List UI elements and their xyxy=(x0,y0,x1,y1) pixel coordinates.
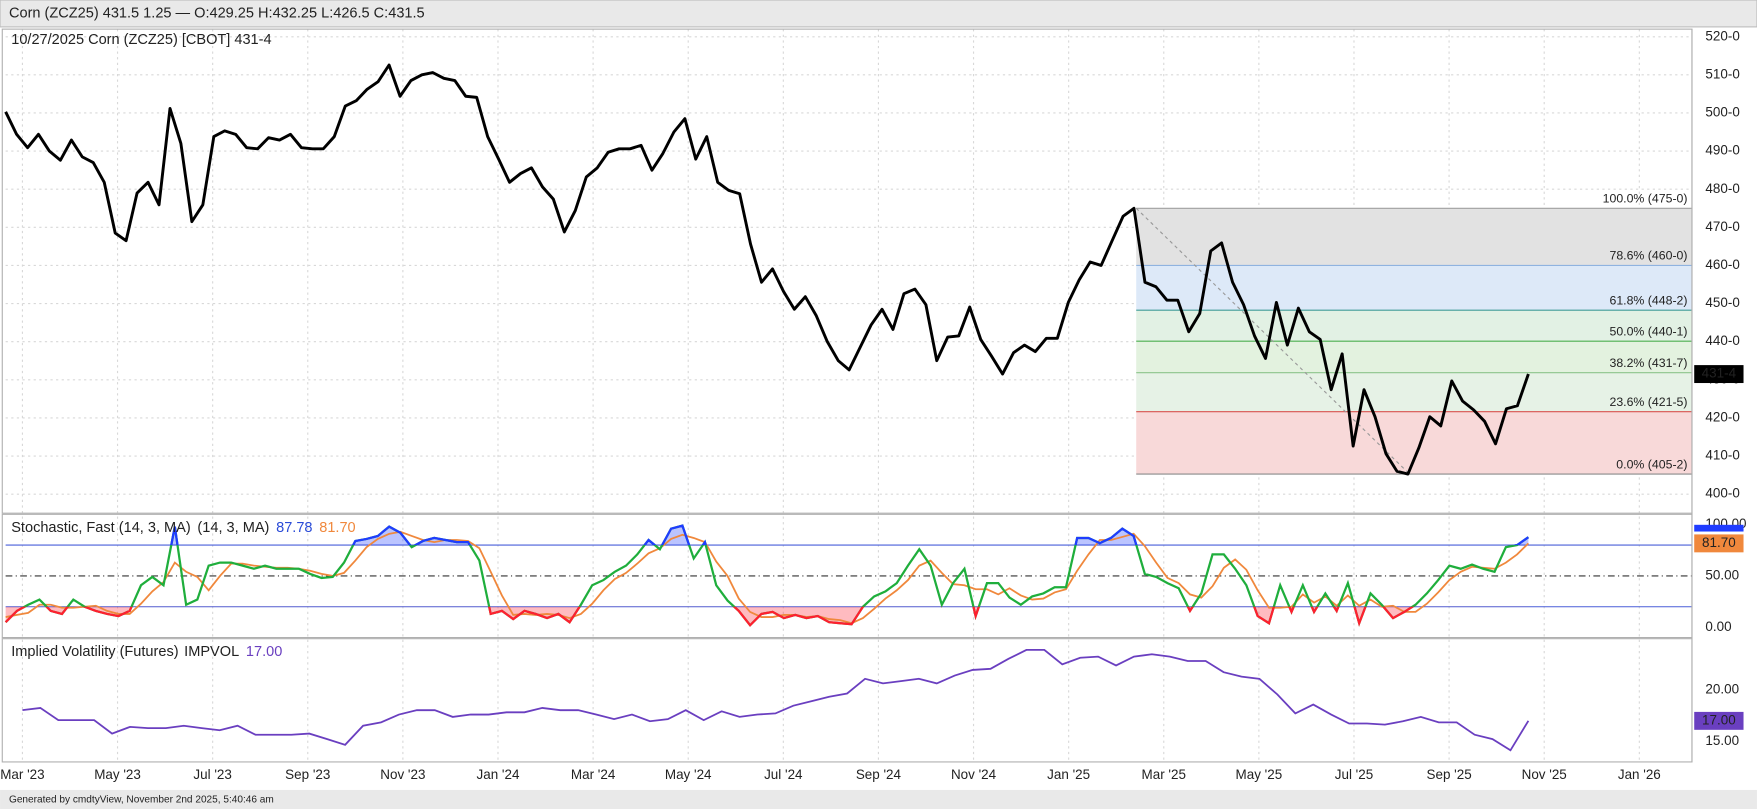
x-tick-label: Jan '25 xyxy=(1047,767,1090,782)
fib-label: 23.6% (421-5) xyxy=(1609,395,1687,409)
fib-label: 0.0% (405-2) xyxy=(1616,457,1687,471)
x-tick-label: Jul '25 xyxy=(1335,767,1373,782)
stoch-k-oversold xyxy=(4,606,1415,627)
stoch-d-box xyxy=(1694,534,1744,553)
fib-band xyxy=(1136,372,1692,412)
fib-band xyxy=(1136,411,1692,475)
y-tick-label: 0.00 xyxy=(1705,619,1731,634)
x-tick-label: Jan '24 xyxy=(477,767,520,782)
y-tick-label: 440-0 xyxy=(1705,333,1739,348)
fib-band xyxy=(1136,208,1692,266)
x-tick-label: Sep '24 xyxy=(856,767,902,782)
legend-part: 17.00 xyxy=(246,644,282,660)
stoch-k-marker xyxy=(1694,524,1744,532)
x-tick-label: May '23 xyxy=(94,767,141,782)
y-tick-label: 410-0 xyxy=(1705,448,1739,463)
fib-trend xyxy=(1135,207,1411,475)
iv-legend: Implied Volatility (Futures) IMPVOL 17.00 xyxy=(11,644,282,660)
x-tick-label: Nov '23 xyxy=(380,767,425,782)
stoch-d-label: 81.70 xyxy=(1702,535,1736,550)
fib-band xyxy=(1136,310,1692,342)
legend-part: IMPVOL xyxy=(184,644,239,660)
footer-text: Generated by cmdtyView, November 2nd 202… xyxy=(9,795,274,806)
header-bar xyxy=(0,0,1757,28)
y-tick-label: 460-0 xyxy=(1705,257,1739,272)
fib-label: 38.2% (431-7) xyxy=(1609,356,1687,370)
x-tick-label: Jul '24 xyxy=(764,767,803,782)
x-tick-label: Mar '25 xyxy=(1142,767,1186,782)
fib-label: 78.6% (460-0) xyxy=(1609,249,1687,263)
x-tick-label: Nov '25 xyxy=(1522,767,1567,782)
y-tick-label: 420-0 xyxy=(1705,409,1739,424)
fib-label: 61.8% (448-2) xyxy=(1609,294,1687,308)
y-tick-label: 510-0 xyxy=(1705,66,1739,81)
y-tick-label: 15.00 xyxy=(1705,733,1739,748)
iv-box xyxy=(1694,711,1744,730)
footer-bar xyxy=(0,789,1757,809)
chart-subtitle: 10/27/2025 Corn (ZCZ25) [CBOT] 431-4 xyxy=(11,32,271,48)
y-tick-label: 500-0 xyxy=(1705,105,1739,120)
x-tick-label: Mar '24 xyxy=(571,767,616,782)
last-price-box xyxy=(1694,365,1744,384)
oversold-fill xyxy=(5,606,1529,626)
x-tick-label: Sep '25 xyxy=(1427,767,1472,782)
legend-part: Stochastic, Fast (14, 3, MA) xyxy=(11,520,190,536)
legend-part: (14, 3, MA) xyxy=(197,520,269,536)
fib-band xyxy=(1136,341,1692,373)
y-tick-label: 470-0 xyxy=(1705,219,1739,234)
x-tick-label: Sep '23 xyxy=(285,767,330,782)
fib-label: 50.0% (440-1) xyxy=(1609,324,1687,338)
legend-part: 81.70 xyxy=(319,520,355,536)
stoch-legend: Stochastic, Fast (14, 3, MA) (14, 3, MA) 8… xyxy=(11,520,355,536)
last-price-label: 431-4 xyxy=(1702,366,1737,381)
legend-part: Implied Volatility (Futures) xyxy=(11,644,178,660)
iv-line xyxy=(22,648,1530,752)
y-tick-label: 480-0 xyxy=(1705,181,1739,196)
y-tick-label: 490-0 xyxy=(1705,143,1739,158)
iv-label: 17.00 xyxy=(1702,712,1736,727)
price-line xyxy=(4,63,1530,476)
y-tick-label: 520-0 xyxy=(1705,28,1739,43)
x-tick-label: Jul '23 xyxy=(193,767,231,782)
x-tick-label: Mar '23 xyxy=(0,767,44,782)
header-title: Corn (ZCZ25) 431.5 1.25 — O:429.25 H:432… xyxy=(9,5,425,21)
overbought-fill xyxy=(5,525,1529,546)
plot-layer: Mar '23 May '23 Jul '23 Sep '23 Nov '23 Jan '… xyxy=(0,28,1746,782)
legend-part: 87.78 xyxy=(276,520,312,536)
x-tick-label: May '25 xyxy=(1236,767,1283,782)
x-tick-label: May '24 xyxy=(665,767,712,782)
y-tick-label: 20.00 xyxy=(1705,682,1739,697)
fib-label: 100.0% (475-0) xyxy=(1603,192,1688,206)
y-tick-label: 450-0 xyxy=(1705,295,1739,310)
x-tick-label: Nov '24 xyxy=(951,767,997,782)
x-tick-label: Jan '26 xyxy=(1618,767,1661,782)
y-tick-label: 400-0 xyxy=(1705,486,1739,501)
y-tick-label: 50.00 xyxy=(1705,567,1739,582)
